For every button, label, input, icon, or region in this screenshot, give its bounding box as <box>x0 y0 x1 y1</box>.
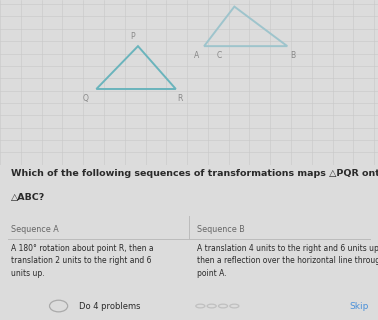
Text: Q: Q <box>83 94 89 103</box>
Text: Sequence B: Sequence B <box>197 225 244 234</box>
Text: △ABC?: △ABC? <box>11 193 46 202</box>
Text: A 180° rotation about point R, then a
translation 2 units to the right and 6
uni: A 180° rotation about point R, then a tr… <box>11 244 154 278</box>
Text: P: P <box>130 32 135 41</box>
Text: B: B <box>290 51 296 60</box>
Text: A translation 4 units to the right and 6 units up,
then a reflection over the ho: A translation 4 units to the right and 6… <box>197 244 378 278</box>
Text: Skip: Skip <box>349 301 369 310</box>
Text: Do 4 problems: Do 4 problems <box>79 301 141 310</box>
Text: A: A <box>194 51 199 60</box>
Text: Sequence A: Sequence A <box>11 225 59 234</box>
Text: R: R <box>178 94 183 103</box>
Text: Which of the following sequences of transformations maps △PQR onto: Which of the following sequences of tran… <box>11 170 378 179</box>
Text: C: C <box>217 51 222 60</box>
